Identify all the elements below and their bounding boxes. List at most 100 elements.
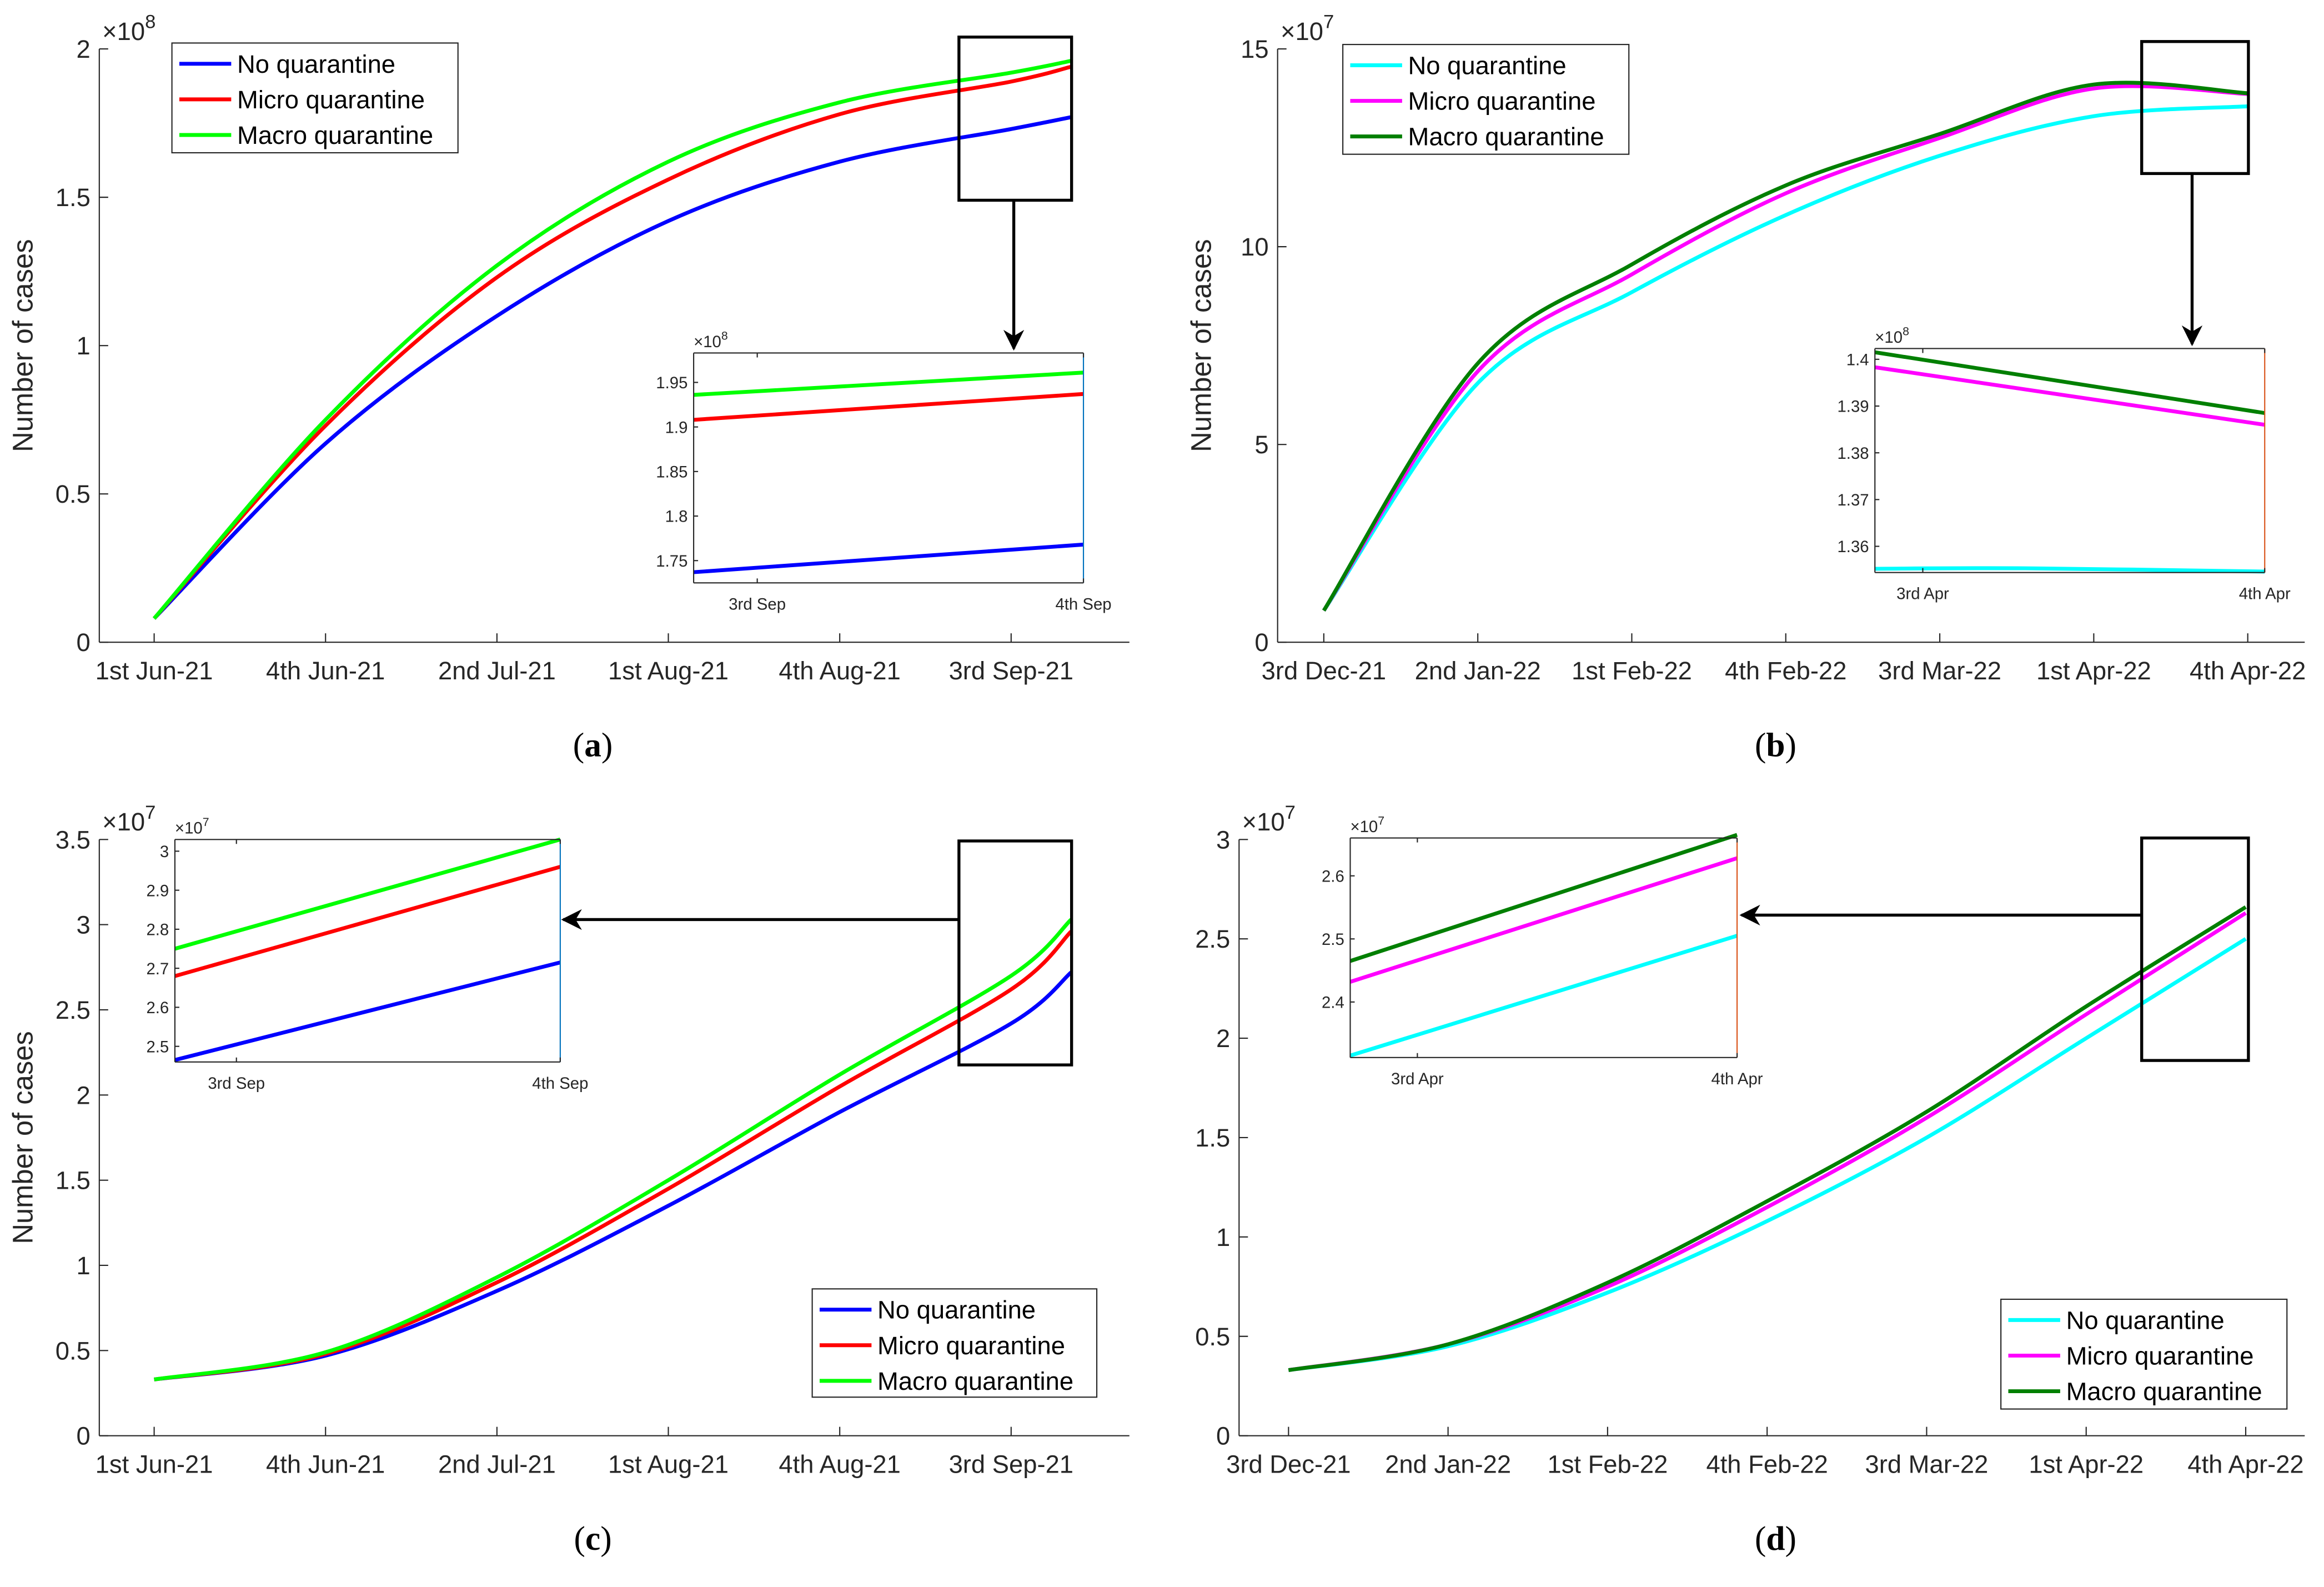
x-tick-label: 2nd Jan-22 (1385, 1450, 1511, 1478)
y-tick-label: 3 (77, 911, 91, 939)
x-tick-label: 4th Feb-22 (1725, 657, 1846, 685)
y-tick-label: 2.6 (1322, 867, 1344, 885)
y-tick-label: 1.85 (656, 463, 687, 482)
y-tick-label: 1.95 (656, 374, 687, 392)
y-tick-label: 2.5 (146, 1038, 169, 1056)
legend-entry-label: Micro quarantine (2066, 1341, 2254, 1370)
y-exponent-label: ×107 (1350, 814, 1384, 836)
y-tick-label: 1.5 (1195, 1124, 1230, 1152)
legend-entry-label: Macro quarantine (237, 121, 433, 149)
series-line-macro-quarantine (174, 837, 561, 951)
legend: No quarantine Micro quarantine Macro quara… (811, 1288, 1098, 1398)
inset-plot: 1.36 1.37 1.38 1.39 1.4 3rd Apr 4th Apr ×108 (1837, 324, 2290, 603)
y-tick-label: 3.5 (56, 825, 91, 854)
x-tick-label: 1st Feb-22 (1572, 657, 1692, 685)
y-tick-label: 2 (77, 1081, 91, 1109)
y-tick-label: 0.5 (1195, 1323, 1230, 1351)
y-tick-label: 10 (1241, 233, 1268, 261)
y-tick-label: 3 (1216, 825, 1230, 854)
caption-letter: c (585, 1520, 600, 1558)
y-tick-label: 2.5 (1322, 930, 1344, 949)
y-tick-label: 1.4 (1846, 351, 1869, 369)
series-line-no-quarantine (153, 115, 1072, 620)
y-tick-label: 1.75 (656, 552, 687, 570)
y-exponent-label: ×107 (1242, 802, 1296, 836)
x-tick-label: 4th Sep (1055, 595, 1111, 613)
y-tick-label: 0.5 (56, 480, 91, 508)
exponent-value: 7 (145, 802, 155, 823)
y-tick-label: 1.38 (1837, 444, 1869, 463)
y-tick-label: 1.39 (1837, 398, 1869, 416)
panel-caption: (b) (1755, 727, 1796, 764)
legend-entry-label: Macro quarantine (877, 1367, 1073, 1395)
y-tick-label: 1.5 (56, 1167, 91, 1195)
x-tick-label: 4th Apr-22 (2190, 657, 2306, 685)
y-tick-label: 2.7 (146, 960, 169, 978)
series-line-micro-quarantine (1874, 365, 2265, 427)
caption-letter: b (1766, 727, 1785, 764)
inset-background (174, 839, 560, 1062)
legend-entry-label: Macro quarantine (2066, 1378, 2262, 1406)
panel-caption: (d) (1755, 1520, 1796, 1558)
caption-letter: a (584, 727, 601, 764)
x-tick-label: 4th Apr-22 (2187, 1450, 2303, 1478)
x-tick-label: 4th Aug-21 (779, 657, 900, 685)
series-line-no-quarantine (174, 960, 561, 1062)
x-tick-label: 1st Aug-21 (608, 1450, 729, 1478)
y-exponent-label: ×107 (1281, 12, 1334, 46)
y-tick-label: 1 (77, 1251, 91, 1280)
series-line-macro-quarantine (1288, 905, 2247, 1373)
inset-plot: 2.5 2.6 2.7 2.8 2.9 3 3rd Sep 4th Sep ×107 (146, 815, 588, 1093)
y-tick-label: 2.9 (146, 882, 169, 900)
x-tick-label: 3rd Sep-21 (949, 1450, 1073, 1478)
legend: No quarantine Micro quarantine Macro quara… (1342, 44, 1630, 155)
y-tick-label: 2.8 (146, 921, 169, 939)
series-line-micro-quarantine (693, 392, 1084, 422)
legend-entry-label: Micro quarantine (237, 86, 425, 114)
series-line-macro-quarantine (1349, 833, 1738, 963)
exponent-value: 7 (1285, 802, 1296, 823)
legend: No quarantine Micro quarantine Macro quara… (2000, 1298, 2288, 1410)
series-line-no-quarantine (1875, 566, 2265, 574)
series-line-micro-quarantine (1322, 84, 2248, 612)
y-tick-label: 1 (77, 332, 91, 360)
y-tick-label: 0 (1216, 1422, 1230, 1450)
panel-d: 0 0.5 1 1.5 2 2.5 3 3rd Dec-21 2nd Jan-22 1st Feb… (1195, 802, 2305, 1558)
y-axis-label: Number of cases (1186, 239, 1217, 452)
series-line-no-quarantine (1349, 934, 1738, 1058)
panel-caption: (a) (573, 727, 613, 764)
legend-entry-label: No quarantine (2066, 1306, 2225, 1334)
y-tick-label: 0 (77, 1422, 91, 1450)
y-tick-label: 2.5 (56, 996, 91, 1024)
series-line-no-quarantine (693, 542, 1084, 574)
x-tick-label: 3rd Mar-22 (1878, 657, 2001, 685)
y-tick-label: 2.6 (146, 999, 169, 1017)
panel-caption: (c) (574, 1520, 612, 1558)
series-line-macro-quarantine (1322, 81, 2248, 612)
inset-plot: 1.75 1.8 1.85 1.9 1.95 3rd Sep 4th Sep ×108 (656, 329, 1111, 613)
y-tick-label: 1.37 (1837, 491, 1869, 509)
panel-c: 0 0.5 1 1.5 2 2.5 3 3.5 1st Jun-21 4th Jun-21 2nd … (7, 802, 1130, 1558)
x-tick-label: 4th Feb-22 (1706, 1450, 1828, 1478)
legend-entry-label: Micro quarantine (1408, 87, 1596, 116)
legend-entry-label: No quarantine (877, 1296, 1036, 1324)
series-line-no-quarantine (1322, 104, 2248, 612)
x-tick-label: 2nd Jul-21 (438, 1450, 556, 1478)
y-exponent-label: ×107 (102, 802, 155, 836)
x-tick-label: 3rd Dec-21 (1262, 657, 1386, 685)
x-tick-label: 4th Sep (532, 1074, 588, 1093)
zoom-region-box (2140, 836, 2250, 1062)
x-tick-label: 2nd Jan-22 (1415, 657, 1541, 685)
y-tick-label: 2 (1216, 1024, 1230, 1053)
x-tick-label: 3rd Dec-21 (1226, 1450, 1351, 1478)
x-tick-label: 3rd Sep-21 (949, 657, 1073, 685)
x-tick-label: 4th Aug-21 (779, 1450, 900, 1478)
x-tick-label: 3rd Sep (729, 595, 786, 613)
x-tick-label: 2nd Jul-21 (438, 657, 556, 685)
x-tick-label: 3rd Sep (208, 1074, 265, 1093)
panel-b: 0 5 10 15 3rd Dec-21 2nd Jan-22 1st Feb-22 4th … (1186, 12, 2306, 764)
x-tick-label: 3rd Mar-22 (1865, 1450, 1989, 1478)
x-tick-label: 1st Jun-21 (96, 657, 213, 685)
y-tick-label: 1.8 (665, 508, 688, 526)
